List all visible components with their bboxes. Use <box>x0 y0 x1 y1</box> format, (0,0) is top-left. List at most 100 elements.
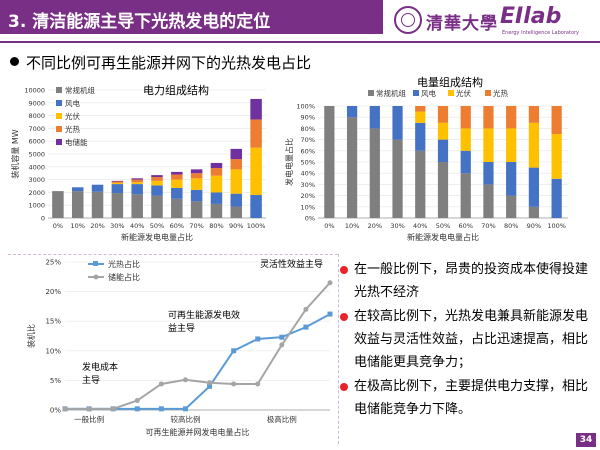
bar-segment <box>131 194 143 218</box>
bar-segment <box>151 195 163 218</box>
legend-label: 风电 <box>421 88 436 98</box>
y-tick-label: 0% <box>305 215 315 223</box>
bar-segment <box>460 128 471 151</box>
chart-annotation: 益主导 <box>168 322 195 334</box>
bar-segment <box>392 139 403 218</box>
bar-segment <box>415 106 426 112</box>
legend-swatch <box>368 90 374 96</box>
legend-marker <box>93 261 98 266</box>
data-point <box>62 406 68 412</box>
bar-segment <box>210 175 223 193</box>
y-tick-label: 10000 <box>24 87 45 95</box>
bar-segment <box>151 180 163 186</box>
x-tick-label: 100% <box>547 222 566 230</box>
data-point <box>110 406 116 412</box>
x-tick-label: 80% <box>209 222 223 230</box>
data-point <box>303 306 309 312</box>
legend-label: 常规机组 <box>376 88 406 98</box>
legend-swatch <box>56 100 62 106</box>
data-point <box>134 398 140 404</box>
data-point <box>134 406 140 412</box>
legend-label: 电储能 <box>65 137 88 147</box>
bar-segment <box>437 122 449 140</box>
legend-swatch <box>448 90 454 96</box>
ratio-line-chart-svg: 0% 5% 10% 15% 20% 25% 一般比例 较高比例 极高比例可再生能源并网发电电量占… <box>26 258 333 437</box>
y-axis-label: 装机容量 MW <box>10 129 20 178</box>
data-point <box>327 311 333 317</box>
x-tick-label: 50% <box>436 222 450 230</box>
tsinghua-seal-icon <box>394 6 422 34</box>
bar-segment <box>52 191 64 218</box>
bar-segment <box>210 168 223 176</box>
legend-label: 风电 <box>65 98 80 108</box>
x-tick-label: 40% <box>130 222 144 230</box>
y-tick-label: 7000 <box>28 125 45 133</box>
bar-segment <box>71 187 84 192</box>
x-tick-label: 10% <box>345 222 359 230</box>
main-bullet: 不同比例可再生能源并网下的光热发电占比 <box>10 52 311 73</box>
bar-segment <box>171 187 183 199</box>
x-tick-label: 10% <box>71 222 85 230</box>
y-tick-label: 100% <box>296 103 315 111</box>
data-point <box>255 336 261 342</box>
key-point: 在一般比例下，昂贵的投资成本使得投建光热不经济 <box>338 258 594 304</box>
x-axis-label: 新能源发电电量占比 <box>407 232 479 242</box>
y-tick-label: 90% <box>301 114 315 122</box>
y-tick-label: 0% <box>50 407 61 415</box>
bullet-dot-icon <box>10 57 19 66</box>
legend-label: 光热 <box>493 88 508 98</box>
y-tick-label: 30% <box>301 181 315 189</box>
bar-segment <box>392 106 403 140</box>
key-point: 在极高比例下，主要提供电力支撑，相比电储能竞争力下降。 <box>338 375 594 421</box>
y-tick-label: 80% <box>301 125 315 133</box>
bar-segment <box>230 169 243 194</box>
bar-segment <box>551 106 562 134</box>
tsinghua-logo: 清華大學 <box>394 6 497 36</box>
key-point-text: 在较高比例下，光热发电兼具新能源发电效益与灵活性效益，占比迅速提高，相比电储能更… <box>354 309 589 370</box>
bar-segment <box>551 134 562 179</box>
tsinghua-name: 清華大學 <box>426 14 498 34</box>
capacity-chart: 0 1000 2000 3000 4000 5000 6000 7000 8000 9000 100… <box>8 80 270 252</box>
x-tick-label: 80% <box>504 222 518 230</box>
bar-segment <box>91 184 104 192</box>
bullet-dot-icon <box>340 313 348 321</box>
bar-segment <box>131 178 143 180</box>
energy-share-chart: 0% 10% 20% 30% 40% 50% 60% 70% 80% 90% 100% 0% 10% 20… <box>280 74 580 252</box>
key-point: 在较高比例下，光热发电兼具新能源发电效益与灵活性效益，占比迅速提高，相比电储能更… <box>338 305 594 374</box>
y-tick-label: 15% <box>45 318 61 326</box>
bar-segment <box>528 122 540 168</box>
slide-subtitle: 不同比例可再生能源并网下的光热发电占比 <box>26 54 312 72</box>
x-tick-label: 较高比例 <box>170 414 200 424</box>
bar-segment <box>171 198 183 218</box>
y-tick-label: 3000 <box>28 176 45 184</box>
energy-share-chart-svg: 0% 10% 20% 30% 40% 50% 60% 70% 80% 90% 100% 0% 10% 20… <box>284 75 568 242</box>
data-point <box>182 406 188 412</box>
data-point <box>303 324 309 330</box>
bullet-dot-icon <box>340 266 348 274</box>
bar-segment <box>230 206 243 218</box>
data-point <box>327 280 333 286</box>
y-axis-label: 发电电量占比 <box>284 138 294 186</box>
bar-segment <box>190 169 203 174</box>
bar-segment <box>111 182 124 185</box>
bar-segment <box>346 106 358 118</box>
bar-segment <box>460 150 471 174</box>
legend-label: 光伏 <box>65 111 80 121</box>
bar-segment <box>111 180 124 182</box>
bar-segment <box>250 119 262 148</box>
chart-annotation: 灵活性效益主导 <box>260 258 323 270</box>
column-divider <box>338 254 339 444</box>
bar-segment <box>483 106 494 129</box>
y-tick-label: 6000 <box>28 138 45 146</box>
bar-segment <box>528 167 540 207</box>
bar-segment <box>190 201 203 218</box>
bar-segment <box>551 178 562 218</box>
bar-segment <box>506 106 517 129</box>
ratio-line-chart: 0% 5% 10% 15% 20% 25% 一般比例 较高比例 极高比例 可再生能源并网发电电量占… <box>20 250 338 445</box>
bar-segment <box>460 106 471 129</box>
bar-segment <box>415 150 426 218</box>
y-tick-label: 0 <box>41 215 45 223</box>
bar-segment <box>171 179 183 188</box>
bar-segment <box>506 195 517 218</box>
bar-segment <box>506 128 517 162</box>
